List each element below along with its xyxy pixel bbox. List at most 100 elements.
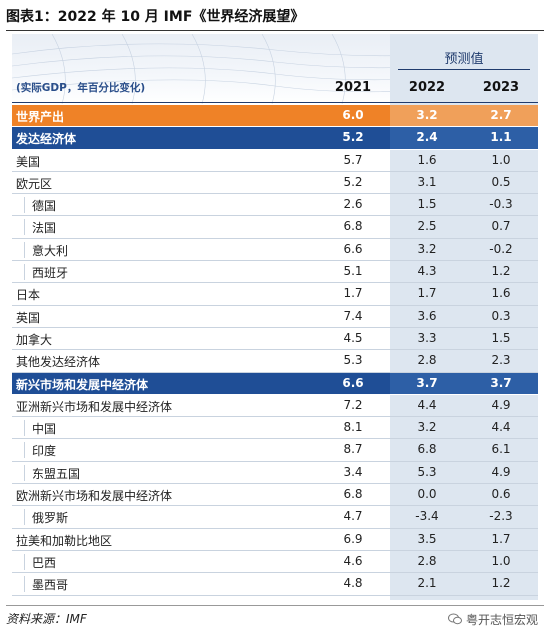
cell-2023: 0.7	[491, 219, 511, 234]
table-row: 世界产出 6.0 3.2 2.7	[12, 105, 538, 128]
table-row: 加拿大 4.5 3.3 1.5	[12, 328, 538, 351]
table-row: 其他发达经济体 5.3 2.8 2.3	[12, 350, 538, 373]
row-forecast-highlight	[390, 372, 538, 394]
cell-2021: 6.0	[342, 108, 364, 122]
row-label: 德国	[32, 199, 57, 214]
cell-2021: 4.7	[343, 509, 363, 524]
indent-marker	[24, 197, 25, 214]
cell-2023: 0.5	[491, 174, 511, 189]
cell-2021: 4.5	[343, 330, 363, 345]
cell-2023: 6.1	[491, 442, 511, 457]
row-label: 西班牙	[32, 266, 69, 281]
cell-2022: 1.7	[417, 286, 437, 301]
cell-2021: 4.6	[343, 553, 363, 568]
table-row: 印度 8.7 6.8 6.1	[12, 439, 538, 462]
cell-2023: 4.9	[491, 397, 511, 412]
cell-2023: 1.0	[491, 152, 511, 167]
indent-marker	[24, 219, 25, 236]
indent-marker	[24, 442, 25, 459]
column-header-2021: 2021	[334, 80, 372, 95]
row-label: 其他发达经济体	[16, 355, 101, 370]
row-label: 印度	[32, 444, 57, 459]
cell-2023: 1.2	[491, 576, 511, 591]
cell-2022: 3.2	[417, 420, 437, 435]
row-label: 俄罗斯	[32, 511, 69, 526]
cell-2023: 0.6	[491, 487, 511, 502]
cell-2023: 1.0	[491, 553, 511, 568]
cell-2023: 1.1	[490, 130, 512, 145]
row-label: 意大利	[32, 243, 69, 258]
row-label: 中国	[32, 422, 57, 437]
cell-2022: 3.6	[417, 308, 437, 323]
table-row: 德国 2.6 1.5 -0.3	[12, 194, 538, 217]
forecast-table: 预测值 (实际GDP，年百分比变化) 2021 2022 2023 世界产出 6.…	[12, 34, 538, 600]
cell-2021: 5.2	[342, 130, 364, 145]
row-label: 美国	[16, 154, 41, 169]
row-label: 加拿大	[16, 332, 53, 347]
cell-2022: 6.8	[417, 442, 437, 457]
cell-2022: 3.3	[417, 330, 437, 345]
watermark-text: 粤开志恒宏观	[465, 613, 538, 627]
cell-2022: 3.2	[417, 241, 437, 256]
cell-2023: 1.2	[491, 264, 511, 279]
row-label: 巴西	[32, 555, 57, 570]
cell-2022: 4.4	[417, 397, 437, 412]
cell-2021: 6.9	[343, 531, 363, 546]
cell-2023: -2.3	[489, 509, 513, 524]
row-label: 东盟五国	[32, 466, 81, 481]
forecast-label: 预测值	[444, 52, 484, 67]
indent-marker	[24, 420, 25, 437]
indent-marker	[24, 264, 25, 281]
cell-2023: -0.3	[489, 197, 513, 212]
table-row: 发达经济体 5.2 2.4 1.1	[12, 127, 538, 150]
row-label: 拉美和加勒比地区	[16, 533, 113, 548]
row-label: 欧元区	[16, 176, 53, 191]
cell-2023: 1.5	[491, 330, 511, 345]
header-divider	[12, 102, 538, 103]
row-label: 日本	[16, 288, 41, 303]
cell-2023: 1.6	[491, 286, 511, 301]
table-row: 西班牙 5.1 4.3 1.2	[12, 261, 538, 284]
cell-2022: -3.4	[415, 509, 439, 524]
cell-2021: 8.7	[343, 442, 363, 457]
cell-2021: 1.7	[343, 286, 363, 301]
cell-2021: 6.8	[343, 219, 363, 234]
table-row: 欧洲新兴市场和发展中经济体 6.8 0.0 0.6	[12, 484, 538, 507]
cell-2023: 1.7	[491, 531, 511, 546]
column-header-2023: 2023	[482, 80, 520, 95]
cell-2022: 1.6	[417, 152, 437, 167]
cell-2023: 2.3	[491, 353, 511, 368]
column-header-2022: 2022	[408, 80, 446, 95]
indent-marker	[24, 241, 25, 258]
footer-divider	[6, 605, 544, 606]
cell-2022: 1.5	[417, 197, 437, 212]
table-row: 巴西 4.6 2.8 1.0	[12, 551, 538, 574]
cell-2021: 5.1	[343, 264, 363, 279]
cell-2022: 2.8	[417, 553, 437, 568]
table-row: 中国 8.1 3.2 4.4	[12, 417, 538, 440]
indent-marker	[24, 509, 25, 526]
cell-2022: 3.5	[417, 531, 437, 546]
row-label: 发达经济体	[16, 132, 77, 147]
cell-2021: 4.8	[343, 576, 363, 591]
cell-2021: 2.6	[343, 197, 363, 212]
table-row: 日本 1.7 1.7 1.6	[12, 283, 538, 306]
cell-2022: 2.8	[417, 353, 437, 368]
cell-2022: 4.3	[417, 264, 437, 279]
row-label: 亚洲新兴市场和发展中经济体	[16, 399, 173, 414]
row-forecast-highlight	[390, 127, 538, 149]
row-label: 法国	[32, 221, 57, 236]
cell-2022: 3.7	[416, 375, 438, 390]
cell-2021: 3.4	[343, 464, 363, 479]
forecast-underline	[398, 69, 530, 70]
indent-marker	[24, 464, 25, 481]
table-row: 意大利 6.6 3.2 -0.2	[12, 239, 538, 262]
wechat-icon	[447, 613, 462, 625]
table-row: 俄罗斯 4.7 -3.4 -2.3	[12, 506, 538, 529]
title-divider	[6, 30, 544, 31]
cell-2022: 2.1	[417, 576, 437, 591]
cell-2021: 7.4	[343, 308, 363, 323]
unit-note: (实际GDP，年百分比变化)	[16, 82, 146, 94]
cell-2023: 3.7	[490, 375, 512, 390]
cell-2021: 8.1	[343, 420, 363, 435]
